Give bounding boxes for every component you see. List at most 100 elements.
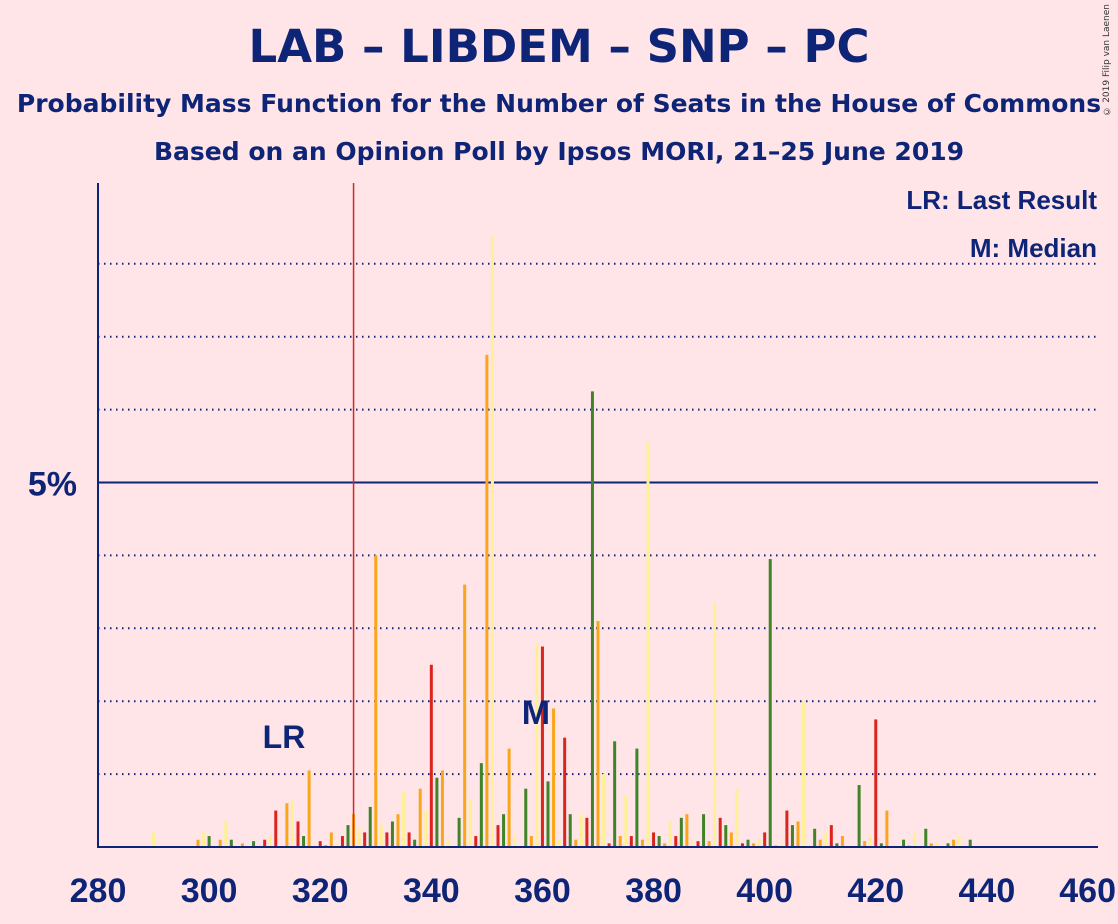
bar-pc xyxy=(724,825,728,847)
bar-lab xyxy=(785,810,789,847)
bar-snp xyxy=(513,836,517,847)
bar-libdem xyxy=(507,748,511,847)
bar-snp xyxy=(646,442,650,847)
bar-lab xyxy=(652,832,656,847)
x-tick-label: 360 xyxy=(514,872,571,910)
bar-libdem xyxy=(929,843,933,847)
bar-libdem xyxy=(796,821,800,847)
bar-lab xyxy=(763,832,767,847)
bar-snp xyxy=(424,810,428,847)
bar-libdem xyxy=(463,584,467,847)
bar-libdem xyxy=(818,839,822,847)
bar-snp xyxy=(268,836,272,847)
x-tick-label: 420 xyxy=(847,872,904,910)
bar-libdem xyxy=(685,814,689,847)
bar-snp xyxy=(557,839,561,847)
bar-pc xyxy=(613,741,617,847)
bar-libdem xyxy=(707,841,711,847)
bar-lab xyxy=(363,832,367,847)
chart-source: Based on an Opinion Poll by Ipsos MORI, … xyxy=(153,137,965,166)
bar-lab xyxy=(263,839,267,847)
bar-lab xyxy=(274,810,278,847)
bar-pc xyxy=(252,841,256,847)
bar-snp xyxy=(735,788,739,847)
bar-libdem xyxy=(396,814,400,847)
bar-libdem xyxy=(752,843,756,847)
bar-pc xyxy=(924,828,928,847)
bar-libdem xyxy=(552,708,556,847)
bar-lab xyxy=(429,664,433,847)
bar-pc xyxy=(346,825,350,847)
x-tick-label: 340 xyxy=(403,872,460,910)
bar-pc xyxy=(435,777,439,847)
legend-lr: LR: Last Result xyxy=(906,185,1097,215)
bar-libdem xyxy=(485,354,489,847)
bar-snp xyxy=(468,799,472,847)
x-tick-label: 400 xyxy=(736,872,793,910)
bar-lab xyxy=(718,817,722,847)
bar-pc xyxy=(302,836,306,847)
bar-libdem xyxy=(196,839,200,847)
bar-libdem xyxy=(240,843,244,847)
bar-snp xyxy=(446,839,450,847)
bar-snp xyxy=(779,843,783,847)
chart-title: LAB – LIBDEM – SNP – PC xyxy=(248,20,870,73)
bar-pc xyxy=(657,836,661,847)
bar-lab xyxy=(407,832,411,847)
last-result-label: LR xyxy=(263,719,306,755)
bar-pc xyxy=(813,828,817,847)
bar-pc xyxy=(768,559,772,847)
x-tick-label: 460 xyxy=(1059,872,1116,910)
y-tick-label: 5% xyxy=(28,466,77,504)
bar-pc xyxy=(207,836,211,847)
bar-pc xyxy=(368,806,372,847)
bar-snp xyxy=(379,825,383,847)
bar-snp xyxy=(357,828,361,847)
bar-libdem xyxy=(840,836,844,847)
bar-pc xyxy=(679,817,683,847)
bar-pc xyxy=(702,814,706,847)
bar-snp xyxy=(935,841,939,847)
bar-pc xyxy=(879,843,883,847)
bar-libdem xyxy=(529,836,533,847)
bar-lab xyxy=(340,836,344,847)
bar-lab xyxy=(385,832,389,847)
bar-pc xyxy=(790,825,794,847)
bar-lab xyxy=(874,719,878,847)
bar-pc xyxy=(568,814,572,847)
bar-lab xyxy=(585,817,589,847)
bar-lab xyxy=(829,825,833,847)
bar-pc xyxy=(857,785,861,847)
x-tick-label: 320 xyxy=(292,872,349,910)
bar-snp xyxy=(913,832,917,847)
bar-pc xyxy=(390,821,394,847)
bar-pc xyxy=(457,817,461,847)
bar-pc xyxy=(524,788,528,847)
legend-median: M: Median xyxy=(970,233,1097,263)
bar-lab xyxy=(740,843,744,847)
bar-lab xyxy=(540,646,544,847)
bar-libdem xyxy=(596,621,600,847)
bar-lab xyxy=(496,825,500,847)
bar-snp xyxy=(202,832,206,847)
bar-snp xyxy=(868,836,872,847)
bar-libdem xyxy=(418,788,422,847)
bar-lab xyxy=(674,836,678,847)
bar-snp xyxy=(402,792,406,847)
bar-libdem xyxy=(640,839,644,847)
bar-lab xyxy=(296,821,300,847)
chart-subtitle: Probability Mass Function for the Number… xyxy=(16,89,1102,118)
bar-snp xyxy=(624,795,628,847)
x-tick-label: 280 xyxy=(70,872,127,910)
bar-libdem xyxy=(307,770,311,847)
bar-pc xyxy=(902,839,906,847)
bar-pc xyxy=(413,839,417,847)
bar-libdem xyxy=(885,810,889,847)
bar-pc xyxy=(635,748,639,847)
bar-pc xyxy=(502,814,506,847)
bar-snp xyxy=(224,821,228,847)
bar-snp xyxy=(757,839,761,847)
bar-snp xyxy=(668,821,672,847)
x-tick-label: 440 xyxy=(959,872,1016,910)
